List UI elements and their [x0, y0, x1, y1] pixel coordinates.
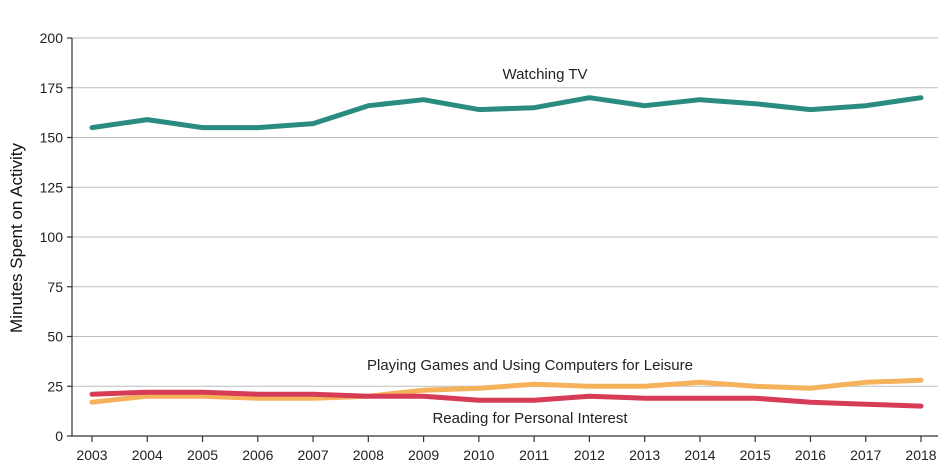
y-axis-title: Minutes Spent on Activity	[7, 143, 26, 333]
series-label-playing-games: Playing Games and Using Computers for Le…	[367, 357, 693, 374]
x-tick-label: 2006	[242, 447, 273, 463]
x-tick-label: 2018	[905, 447, 936, 463]
y-tick-label: 175	[40, 80, 64, 96]
x-tick-label: 2009	[408, 447, 439, 463]
x-tick-label: 2012	[574, 447, 605, 463]
y-tick-label: 0	[55, 428, 63, 444]
x-tick-label: 2016	[795, 447, 826, 463]
y-axis-ticks: 0 25 50 75 100 125 150 175 200	[40, 30, 72, 444]
x-axis-ticks: 2003 2004 2005 2006 2007 2008 2009 2010 2011 2012…	[76, 436, 937, 463]
series-label-reading: Reading for Personal Interest	[432, 410, 628, 427]
y-tick-label: 50	[47, 329, 63, 345]
grid	[71, 37, 938, 437]
series-labels: Watching TV Playing Games and Using Comp…	[367, 66, 693, 427]
series-lines	[89, 95, 924, 409]
x-tick-label: 2005	[187, 447, 218, 463]
x-tick-label: 2003	[76, 447, 107, 463]
x-tick-label: 2015	[740, 447, 771, 463]
y-tick-label: 150	[40, 130, 64, 146]
x-tick-label: 2007	[297, 447, 328, 463]
y-tick-label: 75	[47, 279, 63, 295]
x-tick-label: 2010	[463, 447, 494, 463]
x-tick-label: 2017	[850, 447, 881, 463]
y-tick-label: 200	[40, 30, 64, 46]
x-tick-label: 2013	[629, 447, 660, 463]
x-tick-label: 2011	[519, 447, 549, 463]
series-line-playing-games-and-using-computers-for-leisure	[89, 377, 924, 405]
x-tick-label: 2008	[353, 447, 384, 463]
series-line-reading-for-personal-interest	[89, 389, 924, 409]
y-tick-label: 25	[47, 378, 63, 394]
y-tick-label: 125	[40, 179, 64, 195]
x-tick-label: 2004	[132, 447, 163, 463]
series-label-watching-tv: Watching TV	[502, 66, 587, 83]
x-tick-label: 2014	[684, 447, 715, 463]
y-tick-label: 100	[40, 229, 64, 245]
series-line-watching-tv	[89, 95, 924, 131]
